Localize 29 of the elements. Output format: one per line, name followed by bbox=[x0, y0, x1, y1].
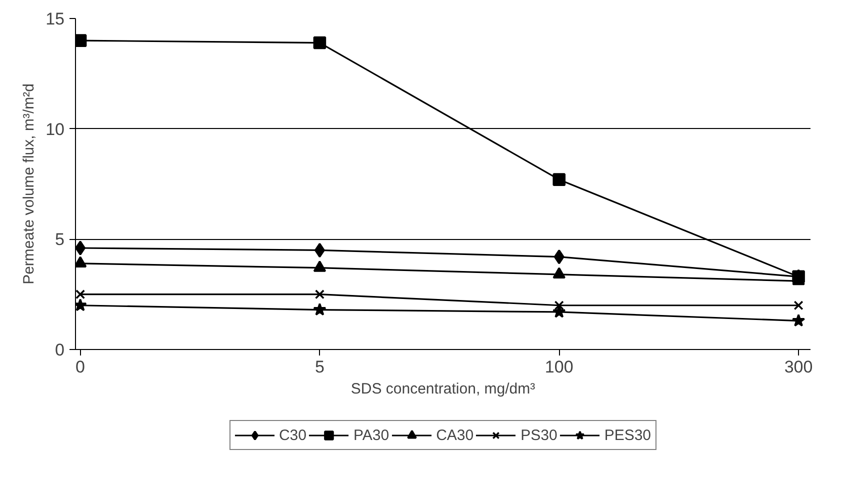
y-tick-label: 15 bbox=[46, 10, 65, 28]
y-tick-label: 10 bbox=[46, 120, 65, 139]
point bbox=[314, 290, 324, 300]
point bbox=[313, 36, 326, 50]
point bbox=[552, 173, 566, 186]
y-tick-label: 5 bbox=[55, 230, 65, 250]
point bbox=[792, 314, 806, 327]
point bbox=[313, 302, 326, 316]
point bbox=[76, 290, 86, 300]
point bbox=[76, 240, 86, 256]
point bbox=[313, 260, 326, 272]
legend-label: PA30 bbox=[354, 426, 390, 444]
x-tick-label: 100 bbox=[544, 358, 574, 376]
point bbox=[794, 300, 804, 310]
point bbox=[554, 300, 564, 310]
y-tick-label: 0 bbox=[55, 340, 65, 360]
x-tick-label: 300 bbox=[784, 358, 813, 376]
y-axis-title: Permeate volume flux, m³/m²d bbox=[20, 84, 38, 284]
legend-label: C30 bbox=[278, 426, 306, 444]
point bbox=[552, 267, 566, 279]
x-tick-label: 5 bbox=[314, 358, 324, 376]
legend-label: PES30 bbox=[604, 426, 652, 444]
x-tick-label: 0 bbox=[76, 358, 86, 376]
point bbox=[554, 249, 564, 264]
x-axis-title: SDS concentration, mg/dm³ bbox=[350, 380, 536, 398]
point bbox=[314, 242, 325, 258]
point bbox=[552, 305, 566, 318]
legend-label: CA30 bbox=[436, 426, 474, 444]
legend-label: PS30 bbox=[520, 426, 558, 444]
